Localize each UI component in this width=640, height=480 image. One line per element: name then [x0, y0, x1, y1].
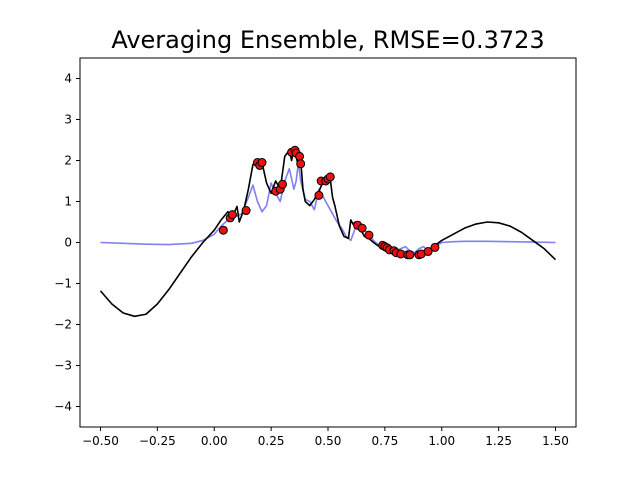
y-tick-label: −1 [54, 277, 72, 291]
data-point [241, 206, 251, 216]
data-point [325, 172, 335, 182]
y-tick-label: 4 [64, 72, 72, 86]
data-point [430, 242, 440, 252]
data-point [423, 247, 433, 257]
x-tick-label: 0.00 [201, 434, 228, 448]
x-tick-label: 0.75 [372, 434, 399, 448]
y-tick-label: −2 [54, 318, 72, 332]
data-point [364, 230, 374, 240]
data-point [227, 210, 237, 220]
data-point [295, 151, 305, 161]
x-tick-label: 0.50 [315, 434, 342, 448]
x-tick-label: 1.00 [428, 434, 455, 448]
data-point [296, 159, 306, 169]
data-point [278, 179, 287, 189]
x-tick-label: 0.25 [258, 434, 285, 448]
y-tick-label: 1 [64, 195, 72, 209]
x-tick-label: −0.50 [82, 434, 119, 448]
x-tick-label: 1.25 [485, 434, 512, 448]
data-point [405, 250, 415, 260]
y-tick-label: −4 [54, 400, 72, 414]
data-point [218, 225, 228, 235]
chart-title: Averaging Ensemble, RMSE=0.3723 [111, 26, 544, 54]
plot-area [99, 145, 557, 318]
axes: −0.50 −0.25 0.00 0.25 0.50 0.75 1.00 1.25 1.50 −4… [54, 57, 577, 448]
x-tick-label: 1.50 [542, 434, 569, 448]
axes-frame [79, 57, 577, 428]
y-tick-label: −3 [54, 359, 72, 373]
y-tick-label: 0 [64, 236, 72, 250]
data-point [357, 223, 367, 233]
data-point [257, 158, 267, 168]
y-tick-label: 2 [64, 154, 72, 168]
y-tick-label: 3 [64, 113, 72, 127]
data-point [314, 190, 324, 200]
x-tick-label: −0.25 [139, 434, 176, 448]
